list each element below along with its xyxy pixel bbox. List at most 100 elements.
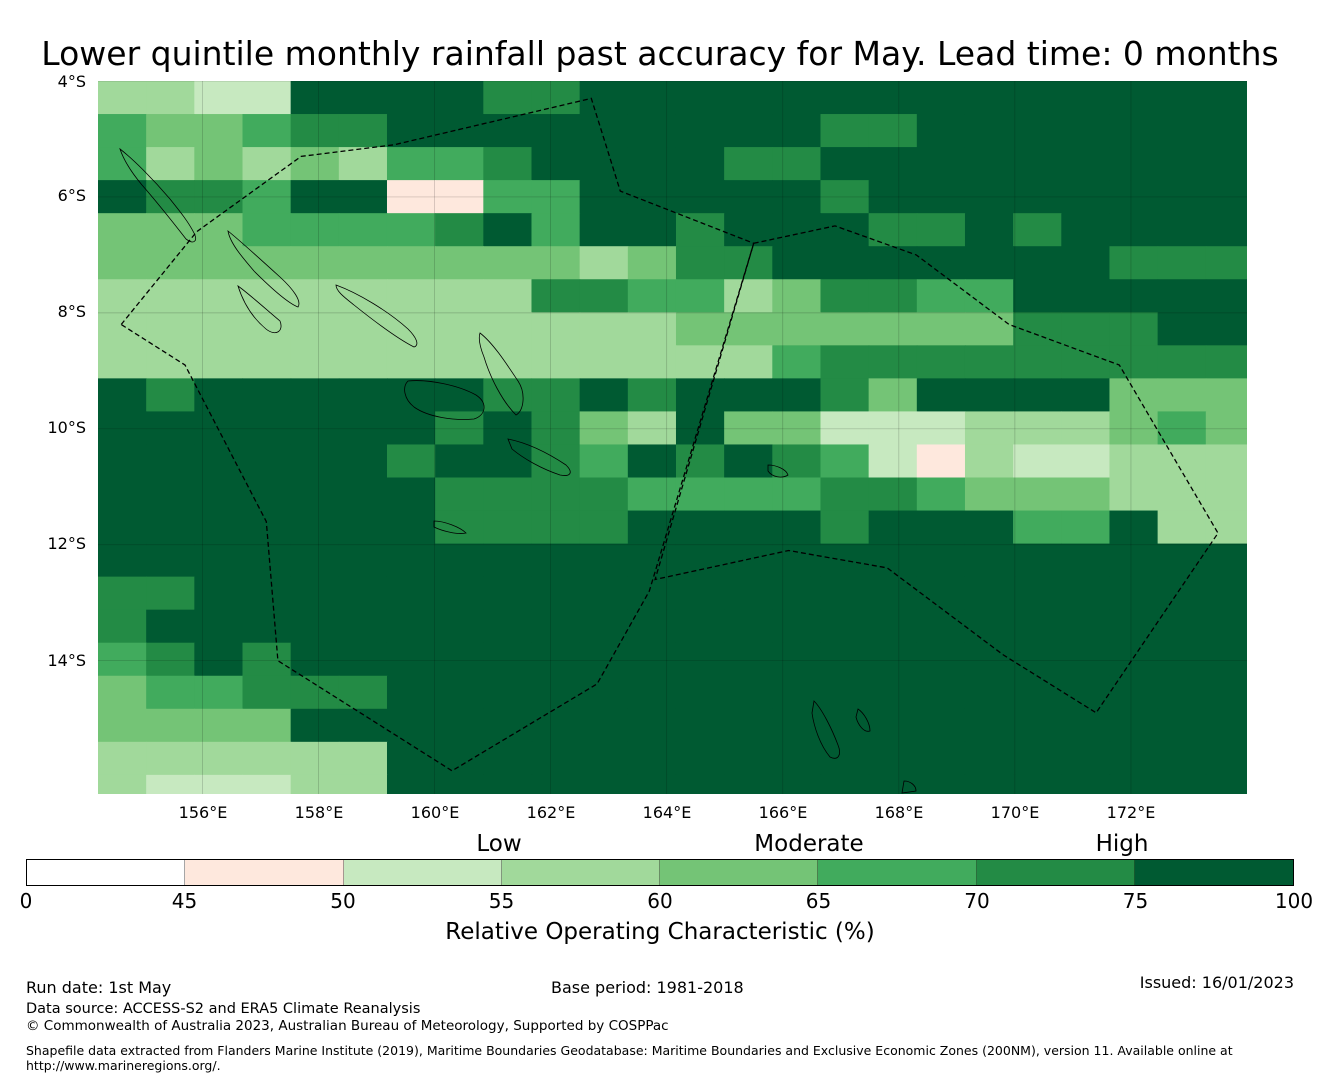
roc-cell [724,180,773,214]
roc-cell [194,444,244,479]
roc-cell [242,81,292,115]
roc-cell [483,345,533,379]
roc-cell [194,411,244,446]
roc-cell [386,774,436,794]
roc-cell [820,675,870,710]
lat-label-4s: 4°S [57,72,86,91]
roc-cell [435,246,484,280]
roc-cell [868,312,918,346]
roc-cell [146,411,195,446]
roc-cell [820,114,870,148]
roc-cell [1205,675,1247,710]
roc-cell [1157,444,1207,479]
roc-cell [1157,411,1207,446]
colorbar-segment-0-45 [27,860,186,885]
roc-cell [483,81,533,115]
roc-cell [435,114,484,148]
roc-cell [290,444,340,479]
lon-label-162e: 162°E [526,803,576,822]
roc-cell [290,213,340,247]
roc-cell [146,312,195,346]
roc-cell [772,477,822,512]
roc-cell [868,345,918,379]
roc-cell [820,246,870,280]
coastlines [119,147,917,794]
roc-cell [868,378,918,413]
roc-cell [242,246,292,280]
roc-cell [964,708,1014,743]
roc-cell [435,444,484,479]
roc-cell [386,246,436,280]
roc-cell [1013,576,1062,611]
roc-cell [483,741,533,776]
roc-cell [290,675,340,710]
roc-cell [146,510,195,545]
colorbar-tick-60: 60 [647,889,673,913]
roc-cell [820,609,870,644]
roc-cell [531,81,581,115]
roc-cell [627,774,677,794]
roc-cell [483,609,533,644]
roc-cell [1013,708,1062,743]
roc-cell [1205,180,1247,214]
roc-cell [675,180,725,214]
roc-cell [627,708,677,743]
roc-cell [916,576,966,611]
roc-cell [724,741,773,776]
roc-cell [675,477,725,512]
roc-cell [98,774,147,794]
roc-cell [435,741,484,776]
roc-cell [1157,279,1207,313]
roc-cell [868,774,918,794]
roc-cell [772,345,822,379]
roc-cell [338,576,388,611]
category-moderate: Moderate [754,831,864,857]
roc-cell [772,543,822,578]
roc-cell [772,444,822,479]
roc-cell [868,510,918,545]
roc-cell [1013,444,1062,479]
roc-cell [531,708,581,743]
roc-cell [579,543,629,578]
roc-cell [1157,114,1207,148]
roc-cell [1061,345,1111,379]
roc-cell [1157,378,1207,413]
roc-cell [1109,774,1159,794]
roc-cell [579,642,629,677]
roc-cell [1013,378,1062,413]
roc-cell [386,279,436,313]
roc-cell [627,81,677,115]
roc-cell [1205,147,1247,181]
roc-cell [483,378,533,413]
roc-cell [1109,411,1159,446]
roc-cell [627,477,677,512]
roc-cell [435,510,484,545]
roc-cell [338,147,388,181]
roc-cell [1157,246,1207,280]
roc-cell [242,543,292,578]
roc-cell [435,213,484,247]
roc-cell [964,642,1014,677]
roc-cell [579,609,629,644]
roc-cell [146,708,195,743]
eez-boundary-solomon-islands [120,97,755,772]
roc-cell [724,609,773,644]
roc-cell [194,180,244,214]
roc-cell [1109,279,1159,313]
roc-cell [531,114,581,148]
roc-cell [1109,180,1159,214]
roc-cell [386,114,436,148]
roc-cell [579,576,629,611]
roc-cell [1157,81,1207,115]
roc-cell [772,774,822,794]
roc-cell [483,477,533,512]
roc-cell [868,279,918,313]
roc-cell [146,345,195,379]
eez-boundary-vanuatu [654,225,1219,714]
roc-cell [724,477,773,512]
roc-cell [290,510,340,545]
roc-cell [724,378,773,413]
lat-label-14s: 14°S [47,651,86,670]
roc-cell [98,609,147,644]
roc-cell [1109,708,1159,743]
